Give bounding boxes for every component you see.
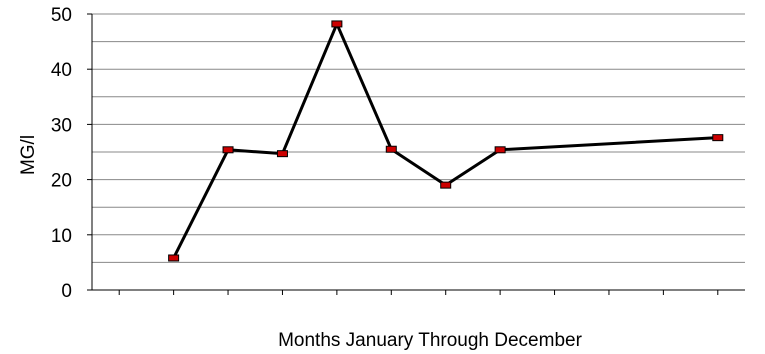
y-tick-label: 0	[61, 281, 72, 302]
y-tick-label: 50	[51, 5, 72, 26]
data-point	[168, 254, 180, 262]
series-line-path	[172, 22, 718, 259]
data-point	[440, 181, 452, 189]
data-point	[712, 134, 724, 142]
gridlines	[92, 13, 745, 291]
y-tick-label: 10	[51, 226, 72, 247]
x-axis-title: Months January Through December	[278, 330, 582, 351]
data-point	[222, 146, 234, 154]
y-tick-labels: 0 10 20 30 40 50	[51, 5, 92, 302]
series-line	[172, 22, 718, 259]
data-points	[168, 20, 724, 262]
data-point	[494, 146, 506, 154]
x-tick-marks	[118, 290, 719, 295]
y-axis-title: MG/l	[18, 135, 39, 175]
y-tick-label: 20	[51, 171, 72, 192]
axes	[91, 14, 745, 291]
data-point	[331, 20, 343, 28]
y-tick-label: 30	[51, 115, 72, 136]
data-point	[385, 145, 397, 153]
data-point	[276, 150, 288, 158]
y-tick-label: 40	[51, 60, 72, 81]
